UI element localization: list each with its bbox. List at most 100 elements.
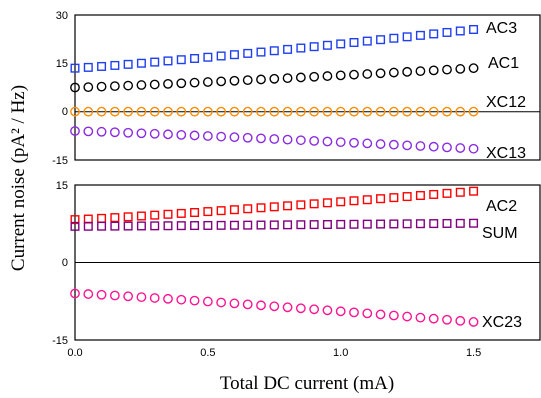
data-point-xc12	[123, 106, 134, 117]
data-point-xc23	[256, 300, 266, 311]
data-point-ac1	[282, 73, 293, 84]
data-point-xc23	[468, 317, 479, 327]
data-point-ac2	[455, 187, 465, 197]
data-point-ac3	[269, 46, 279, 56]
data-point-ac1	[269, 73, 280, 84]
data-point-ac3	[176, 55, 186, 65]
data-point-xc23	[309, 304, 320, 315]
data-point-sum	[283, 220, 293, 230]
data-point-ac2	[283, 201, 293, 211]
data-point-ac2	[97, 213, 107, 223]
data-point-sum	[322, 220, 332, 230]
data-point-ac3	[110, 60, 120, 70]
data-point-ac2	[376, 194, 386, 204]
data-point-xc12	[216, 106, 227, 117]
data-point-ac1	[402, 66, 413, 77]
data-point-ac2	[110, 213, 120, 223]
data-point-ac2	[336, 197, 346, 207]
data-point-ac3	[415, 30, 425, 40]
data-point-ac2	[163, 209, 173, 219]
series-label-sum: SUM	[482, 225, 518, 242]
data-point-xc23	[163, 293, 173, 304]
data-point-ac1	[163, 78, 173, 89]
data-point-sum	[402, 219, 412, 229]
series-label-xc23: XC23	[482, 314, 522, 331]
data-point-ac2	[190, 208, 200, 218]
data-point-ac3	[442, 27, 452, 37]
data-point-xc12	[242, 106, 253, 117]
top-y-tick-0: 0	[62, 106, 68, 118]
data-point-xc13	[163, 129, 173, 140]
data-point-sum	[336, 219, 346, 229]
bottom-y-tick-0: 0	[62, 257, 68, 269]
data-point-ac1	[442, 64, 452, 75]
data-point-ac2	[216, 206, 226, 216]
data-point-ac2	[362, 195, 372, 205]
data-point-sum	[442, 218, 452, 228]
data-point-xc13	[149, 128, 160, 139]
data-point-ac3	[216, 51, 226, 61]
data-point-ac3	[322, 40, 332, 50]
data-point-ac1	[123, 80, 134, 91]
data-point-xc23	[149, 293, 160, 303]
data-point-xc23	[136, 292, 147, 303]
data-point-sum	[389, 219, 399, 229]
data-point-xc12	[96, 106, 107, 117]
data-point-xc12	[335, 106, 346, 117]
data-point-sum	[429, 219, 439, 229]
data-point-xc13	[349, 137, 359, 148]
data-point-xc13	[335, 137, 346, 148]
data-point-ac2	[123, 212, 133, 222]
data-point-ac3	[83, 62, 93, 72]
data-point-xc12	[176, 106, 187, 117]
series-label-ac2: AC2	[486, 198, 517, 215]
x-tick-0: 0.0	[67, 347, 82, 359]
data-point-xc13	[96, 126, 107, 137]
data-point-xc23	[109, 290, 120, 301]
data-point-ac3	[309, 42, 319, 52]
data-point-xc12	[256, 106, 266, 117]
data-point-xc23	[455, 315, 466, 326]
data-point-ac2	[243, 204, 253, 214]
data-point-xc23	[70, 288, 80, 299]
data-point-xc12	[415, 106, 426, 117]
data-point-sum	[123, 221, 133, 231]
data-point-xc23	[229, 298, 240, 309]
data-point-ac2	[176, 208, 186, 218]
data-point-ac1	[83, 82, 94, 93]
data-point-sum	[110, 221, 120, 231]
data-point-ac1	[468, 63, 479, 74]
data-point-ac3	[362, 36, 372, 46]
data-point-ac1	[362, 69, 373, 79]
data-point-xc23	[349, 307, 359, 318]
data-point-ac3	[469, 25, 479, 35]
data-point-ac2	[70, 215, 80, 225]
data-point-xc12	[468, 106, 479, 117]
data-point-sum	[256, 220, 266, 230]
data-point-ac3	[150, 57, 160, 67]
data-point-xc12	[295, 106, 306, 117]
data-point-ac3	[136, 58, 146, 68]
data-point-xc13	[309, 135, 320, 146]
data-point-ac2	[429, 189, 439, 199]
bottom-y-tick-15: 15	[56, 180, 68, 192]
data-point-xc13	[322, 136, 333, 147]
data-point-xc13	[242, 132, 253, 143]
data-point-sum	[269, 220, 279, 230]
data-point-ac2	[150, 210, 160, 220]
data-point-ac1	[388, 67, 399, 78]
data-point-xc23	[83, 289, 94, 299]
data-point-ac3	[349, 38, 359, 48]
data-point-xc13	[388, 139, 399, 150]
top-y-tick-15: 15	[56, 58, 68, 70]
data-point-xc13	[189, 130, 200, 141]
data-point-xc23	[176, 294, 187, 305]
data-point-ac2	[136, 211, 146, 221]
data-point-ac3	[283, 44, 293, 54]
data-point-xc12	[109, 106, 120, 117]
data-point-sum	[203, 220, 213, 230]
data-point-ac1	[335, 70, 346, 81]
data-point-xc12	[189, 106, 200, 117]
data-point-ac1	[216, 76, 227, 87]
data-point-xc13	[229, 132, 240, 143]
